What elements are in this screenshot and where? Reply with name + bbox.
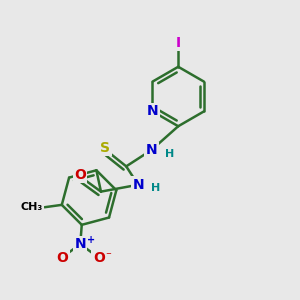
Text: ⁻: ⁻ (106, 251, 111, 261)
Text: N: N (74, 237, 86, 251)
Text: N: N (147, 104, 158, 118)
Text: S: S (100, 141, 110, 154)
Text: CH₃: CH₃ (21, 202, 43, 212)
Text: N: N (132, 178, 144, 192)
Text: I: I (176, 36, 181, 50)
Text: O: O (74, 168, 86, 182)
Text: N: N (146, 143, 157, 157)
Text: H: H (165, 149, 174, 160)
Text: +: + (87, 235, 95, 245)
Text: O: O (56, 251, 68, 266)
Text: O: O (93, 251, 105, 266)
Text: H: H (152, 183, 161, 193)
